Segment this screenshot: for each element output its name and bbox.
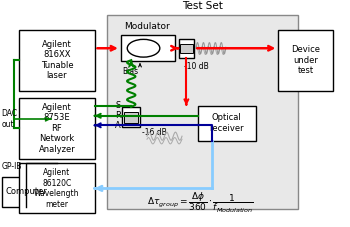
Bar [122,107,140,127]
Text: Modulator: Modulator [124,22,170,31]
Bar [180,44,192,53]
Text: Computer: Computer [5,187,47,196]
Text: -16 dB: -16 dB [142,128,167,137]
Text: Bias: Bias [122,67,138,76]
Text: Agilent
8753E
RF
Network
Analyzer: Agilent 8753E RF Network Analyzer [38,103,75,153]
Bar [19,98,95,159]
Bar [121,35,175,61]
Bar [19,30,95,91]
Text: Test Set: Test Set [182,1,223,11]
Bar [198,106,256,141]
Text: Agilent
816XX
Tunable
laser: Agilent 816XX Tunable laser [41,40,73,80]
Bar [107,15,298,209]
Text: DAC
out: DAC out [2,109,18,129]
Bar [124,112,138,123]
Text: A: A [116,121,121,130]
Text: -10 dB: -10 dB [184,62,209,71]
Text: S: S [116,101,121,110]
Text: Agilent
86120C
Wavelength
meter: Agilent 86120C Wavelength meter [34,168,80,209]
Text: R: R [116,111,121,120]
Bar [2,177,51,207]
Bar [178,39,194,58]
Ellipse shape [127,39,160,57]
Bar [19,163,95,213]
Bar [278,30,332,91]
Text: Optical
receiver: Optical receiver [209,114,244,133]
Text: GP-IB: GP-IB [2,162,22,171]
Text: $\Delta\tau_{group}=\dfrac{\Delta\phi}{360}\cdot\dfrac{1}{f_{Modulation}}$: $\Delta\tau_{group}=\dfrac{\Delta\phi}{3… [147,190,253,215]
Text: Device
under
test: Device under test [291,45,320,75]
